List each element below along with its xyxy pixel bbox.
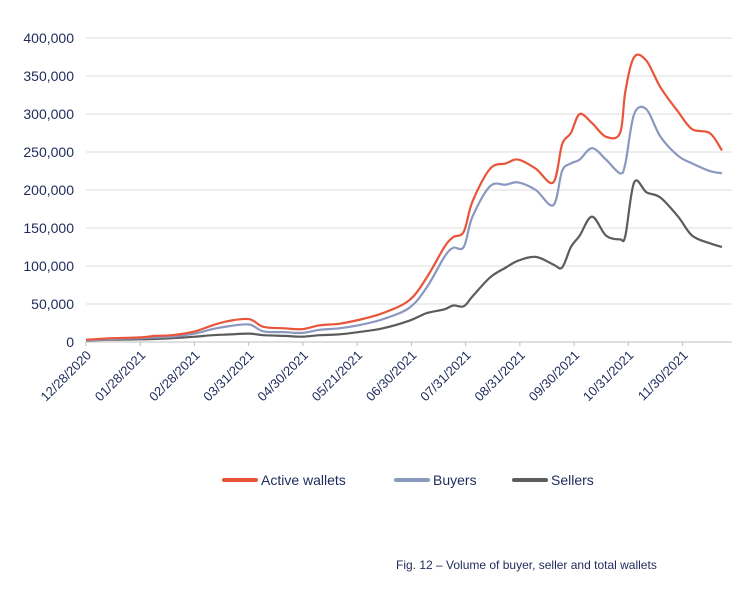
legend: Active wallets Buyers Sellers [0, 472, 750, 492]
line-chart: 0 50,000 100,000 150,000 200,000 250,000 300,0… [23, 30, 732, 405]
series-line-buyers [85, 105, 723, 342]
x-tick-label: 02/28/2021 [146, 348, 203, 405]
x-tick-label: 11/30/2021 [635, 348, 691, 404]
y-tick-label: 200,000 [23, 182, 74, 198]
series-line-sellers [85, 179, 723, 342]
y-tick-label: 300,000 [23, 106, 74, 122]
x-tick-label: 04/30/2021 [254, 348, 311, 405]
series-lines [85, 53, 723, 342]
legend-item-sellers: Sellers [512, 472, 594, 488]
y-tick-label: 50,000 [31, 296, 74, 312]
y-axis-ticks: 0 50,000 100,000 150,000 200,000 250,000 300,0… [23, 30, 74, 350]
x-tick-label: 01/28/2021 [92, 348, 149, 405]
legend-item-buyers: Buyers [394, 472, 477, 488]
series-line-active-wallets [85, 53, 723, 341]
x-tick-label: 07/31/2021 [417, 348, 474, 405]
y-tick-label: 0 [66, 334, 74, 350]
gridlines [86, 37, 732, 343]
x-tick-label: 12/28/2020 [37, 348, 94, 405]
legend-swatch-buyers [394, 478, 430, 482]
y-tick-label: 150,000 [23, 220, 74, 236]
y-tick-label: 400,000 [23, 30, 74, 46]
legend-swatch-active-wallets [222, 478, 258, 482]
x-axis-ticks: 12/28/202001/28/202102/28/202103/31/2021… [37, 342, 691, 405]
x-tick-label: 08/31/2021 [471, 348, 528, 405]
x-tick-label: 09/30/2021 [526, 348, 583, 405]
legend-label: Active wallets [261, 472, 346, 488]
legend-item-active-wallets: Active wallets [222, 472, 346, 488]
legend-label: Sellers [551, 472, 594, 488]
y-tick-label: 100,000 [23, 258, 74, 274]
x-tick-label: 10/31/2021 [580, 348, 637, 405]
x-tick-label: 03/31/2021 [200, 348, 257, 405]
x-tick-label: 06/30/2021 [363, 348, 420, 405]
legend-swatch-sellers [512, 478, 548, 482]
y-tick-label: 250,000 [23, 144, 74, 160]
x-tick-label: 05/21/2021 [309, 348, 366, 405]
y-tick-label: 350,000 [23, 68, 74, 84]
legend-label: Buyers [433, 472, 477, 488]
figure-caption: Fig. 12 – Volume of buyer, seller and to… [396, 558, 657, 572]
